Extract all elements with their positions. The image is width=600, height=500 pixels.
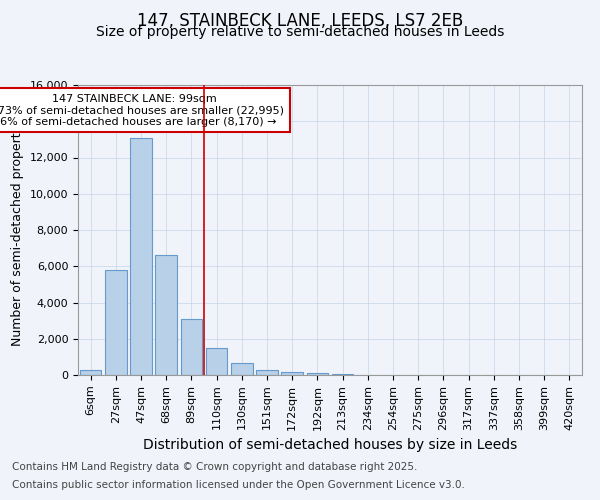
Bar <box>130 138 152 375</box>
Y-axis label: Number of semi-detached properties: Number of semi-detached properties <box>11 114 24 346</box>
Bar <box>231 363 253 375</box>
Bar <box>80 370 101 375</box>
Bar <box>206 348 227 375</box>
Bar <box>256 370 278 375</box>
Text: Contains public sector information licensed under the Open Government Licence v3: Contains public sector information licen… <box>12 480 465 490</box>
Text: 147 STAINBECK LANE: 99sqm
← 73% of semi-detached houses are smaller (22,995)
26%: 147 STAINBECK LANE: 99sqm ← 73% of semi-… <box>0 94 284 127</box>
Bar <box>307 373 328 375</box>
Bar <box>181 319 202 375</box>
X-axis label: Distribution of semi-detached houses by size in Leeds: Distribution of semi-detached houses by … <box>143 438 517 452</box>
Text: 147, STAINBECK LANE, LEEDS, LS7 2EB: 147, STAINBECK LANE, LEEDS, LS7 2EB <box>137 12 463 30</box>
Bar <box>281 372 303 375</box>
Text: Contains HM Land Registry data © Crown copyright and database right 2025.: Contains HM Land Registry data © Crown c… <box>12 462 418 472</box>
Bar <box>332 374 353 375</box>
Bar <box>155 256 177 375</box>
Text: Size of property relative to semi-detached houses in Leeds: Size of property relative to semi-detach… <box>96 25 504 39</box>
Bar <box>105 270 127 375</box>
